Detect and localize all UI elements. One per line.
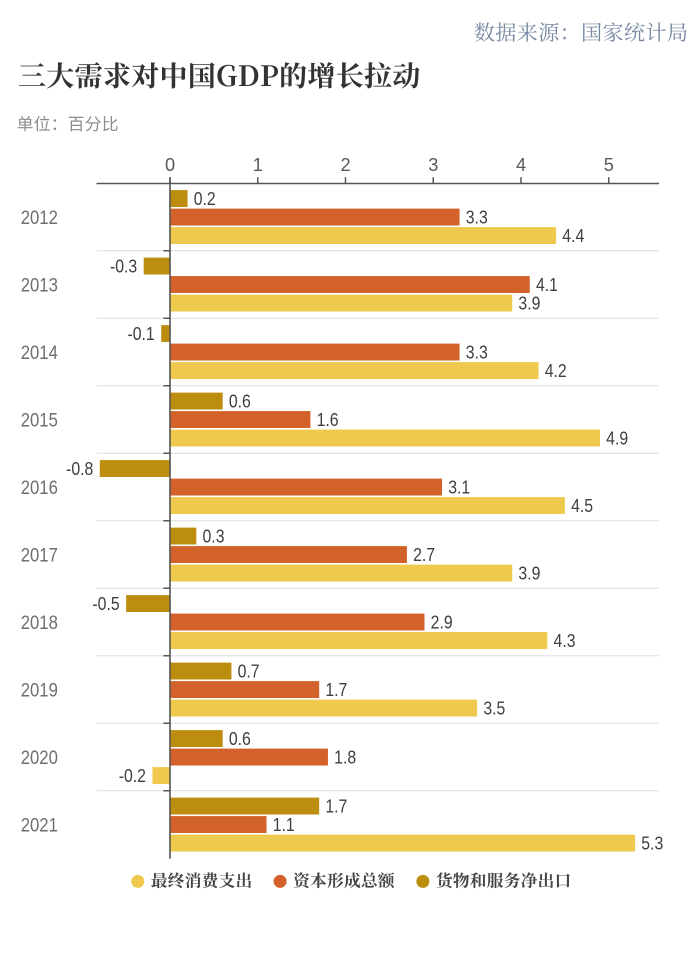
svg-text:2020: 2020 bbox=[21, 747, 58, 768]
svg-text:2012: 2012 bbox=[21, 207, 58, 228]
svg-text:5.3: 5.3 bbox=[641, 832, 663, 854]
svg-text:4.3: 4.3 bbox=[554, 630, 576, 652]
svg-text:2015: 2015 bbox=[21, 409, 58, 430]
svg-text:1.6: 1.6 bbox=[317, 409, 339, 431]
svg-text:0.7: 0.7 bbox=[238, 660, 260, 682]
svg-text:3.5: 3.5 bbox=[483, 697, 505, 719]
svg-text:2017: 2017 bbox=[21, 544, 58, 565]
svg-text:2016: 2016 bbox=[21, 477, 58, 498]
svg-text:4.1: 4.1 bbox=[536, 274, 558, 296]
svg-text:0.2: 0.2 bbox=[194, 188, 216, 210]
svg-text:3.1: 3.1 bbox=[448, 476, 470, 498]
svg-text:4.2: 4.2 bbox=[545, 360, 567, 382]
svg-text:4.9: 4.9 bbox=[606, 427, 628, 449]
svg-text:2014: 2014 bbox=[21, 342, 58, 363]
svg-text:3.3: 3.3 bbox=[466, 206, 488, 228]
svg-text:3.9: 3.9 bbox=[518, 292, 540, 314]
svg-text:1.8: 1.8 bbox=[334, 746, 356, 768]
svg-text:4.5: 4.5 bbox=[571, 495, 593, 517]
svg-text:2019: 2019 bbox=[21, 679, 58, 700]
svg-text:-0.1: -0.1 bbox=[127, 323, 154, 345]
svg-text:1: 1 bbox=[253, 155, 263, 175]
svg-text:-0.5: -0.5 bbox=[92, 593, 119, 615]
svg-text:4.4: 4.4 bbox=[562, 225, 584, 247]
svg-text:2021: 2021 bbox=[21, 814, 58, 835]
svg-text:1.1: 1.1 bbox=[273, 814, 295, 836]
svg-text:3.9: 3.9 bbox=[518, 562, 540, 584]
svg-text:1.7: 1.7 bbox=[325, 679, 347, 701]
svg-text:2.9: 2.9 bbox=[431, 611, 453, 633]
svg-text:3: 3 bbox=[428, 155, 438, 175]
svg-text:-0.8: -0.8 bbox=[66, 458, 93, 480]
svg-text:3.3: 3.3 bbox=[466, 341, 488, 363]
svg-text:5: 5 bbox=[604, 155, 614, 175]
svg-text:2: 2 bbox=[340, 155, 350, 175]
svg-text:2013: 2013 bbox=[21, 274, 58, 295]
svg-text:0.6: 0.6 bbox=[229, 390, 251, 412]
svg-text:0.6: 0.6 bbox=[229, 728, 251, 750]
svg-text:-0.3: -0.3 bbox=[110, 255, 137, 277]
svg-text:-0.2: -0.2 bbox=[119, 765, 146, 787]
svg-text:1.7: 1.7 bbox=[325, 795, 347, 817]
svg-text:2.7: 2.7 bbox=[413, 544, 435, 566]
svg-text:2018: 2018 bbox=[21, 612, 58, 633]
svg-text:0: 0 bbox=[165, 155, 175, 175]
svg-text:0.3: 0.3 bbox=[203, 525, 225, 547]
svg-text:4: 4 bbox=[516, 155, 526, 175]
